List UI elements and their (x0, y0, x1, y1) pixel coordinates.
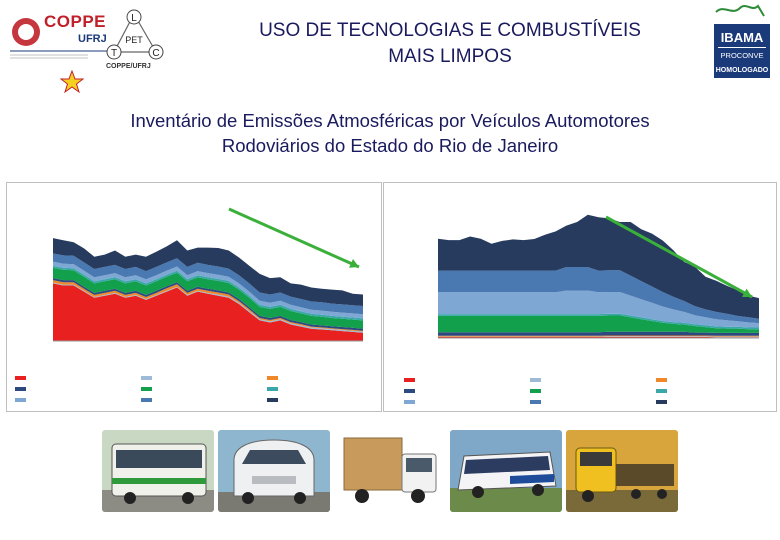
area-caminhoes-pesados (438, 214, 759, 319)
ibama-label: IBAMA (721, 30, 764, 45)
legend-swatch (656, 400, 667, 404)
legend-swatch (404, 389, 415, 393)
pet-letter-c: C (152, 48, 159, 59)
legend-swatch (141, 398, 152, 402)
proconve-label: PROCONVE (721, 51, 764, 60)
area-onibus-urbanos (53, 267, 363, 329)
area-automoveis (53, 283, 363, 341)
homologado-label: HOMOLOGADO (716, 67, 769, 74)
bus-photo (102, 430, 214, 512)
area-caminhoes-pesados (53, 238, 363, 306)
area-caminhoes-leves (53, 261, 363, 319)
area-caminhoes-leves (438, 290, 759, 328)
coach-bus-photo (450, 430, 562, 512)
legend-swatch (656, 378, 667, 382)
star-icon (60, 70, 84, 94)
legend-swatch (656, 389, 667, 393)
coppe-logo (10, 18, 108, 59)
pet-letter-l: L (131, 13, 137, 24)
area-onibus-rodoviarios (438, 313, 759, 330)
legend-swatch (141, 387, 152, 391)
heavy-truck-photo (566, 430, 678, 512)
pet-label: PET (125, 35, 143, 45)
trend-arrowhead-icon (349, 259, 359, 268)
subtitle-line-2: Rodoviários do Estado do Rio de Janeiro (221, 135, 559, 156)
title-line-2: MAIS LIMPOS (388, 46, 512, 67)
legend-swatch (404, 378, 415, 382)
coppe-ufrj-caption: COPPE/UFRJ (106, 63, 151, 70)
light-truck-photo (334, 430, 446, 512)
trend-arrowhead-icon (742, 288, 752, 297)
mp-chart-panel (383, 182, 777, 412)
subtitle-line-1: Inventário de Emissões Atmosféricas por … (130, 110, 650, 131)
legend-swatch (530, 389, 541, 393)
legend-swatch (15, 398, 26, 402)
legend-swatch (15, 387, 26, 391)
legend-swatch (267, 376, 278, 380)
legend-swatch (15, 376, 26, 380)
area-motocicletas (438, 336, 759, 338)
legend-swatch (267, 398, 278, 402)
van-photo (218, 430, 330, 512)
trend-arrow-icon (228, 207, 360, 269)
ufrj-wordmark: UFRJ (78, 33, 107, 45)
area-caminhoes-medios (53, 253, 363, 315)
pet-letter-t: T (111, 48, 117, 59)
legend-swatch (530, 400, 541, 404)
nox-chart-panel (6, 182, 382, 412)
slide-subtitle: Inventário de Emissões Atmosféricas por … (0, 108, 780, 158)
legend-swatch (141, 376, 152, 380)
area-comerciais-leves-otto (438, 335, 759, 337)
vehicle-photo-strip (102, 430, 694, 512)
ibama-proconve-logo: IBAMA PROCONVE HOMOLOGADO (714, 4, 770, 78)
legend-swatch (404, 400, 415, 404)
nox-chart (15, 207, 363, 402)
mp-chart (404, 214, 759, 404)
legend-swatch (530, 378, 541, 382)
area-caminhoes-medios (438, 267, 759, 324)
title-line-1: USO DE TECNOLOGIAS E COMBUSTÍVEIS (259, 20, 641, 41)
coppe-wordmark: COPPE (44, 12, 107, 31)
legend-swatch (267, 387, 278, 391)
slide-title: USO DE TECNOLOGIAS E COMBUSTÍVEIS MAIS L… (180, 18, 720, 70)
area-onibus-urbanos (438, 315, 759, 333)
pet-logo: L T C PET (106, 9, 164, 60)
trend-arrow-icon (605, 215, 753, 299)
area-comerciais-leves-diesel (438, 331, 759, 336)
